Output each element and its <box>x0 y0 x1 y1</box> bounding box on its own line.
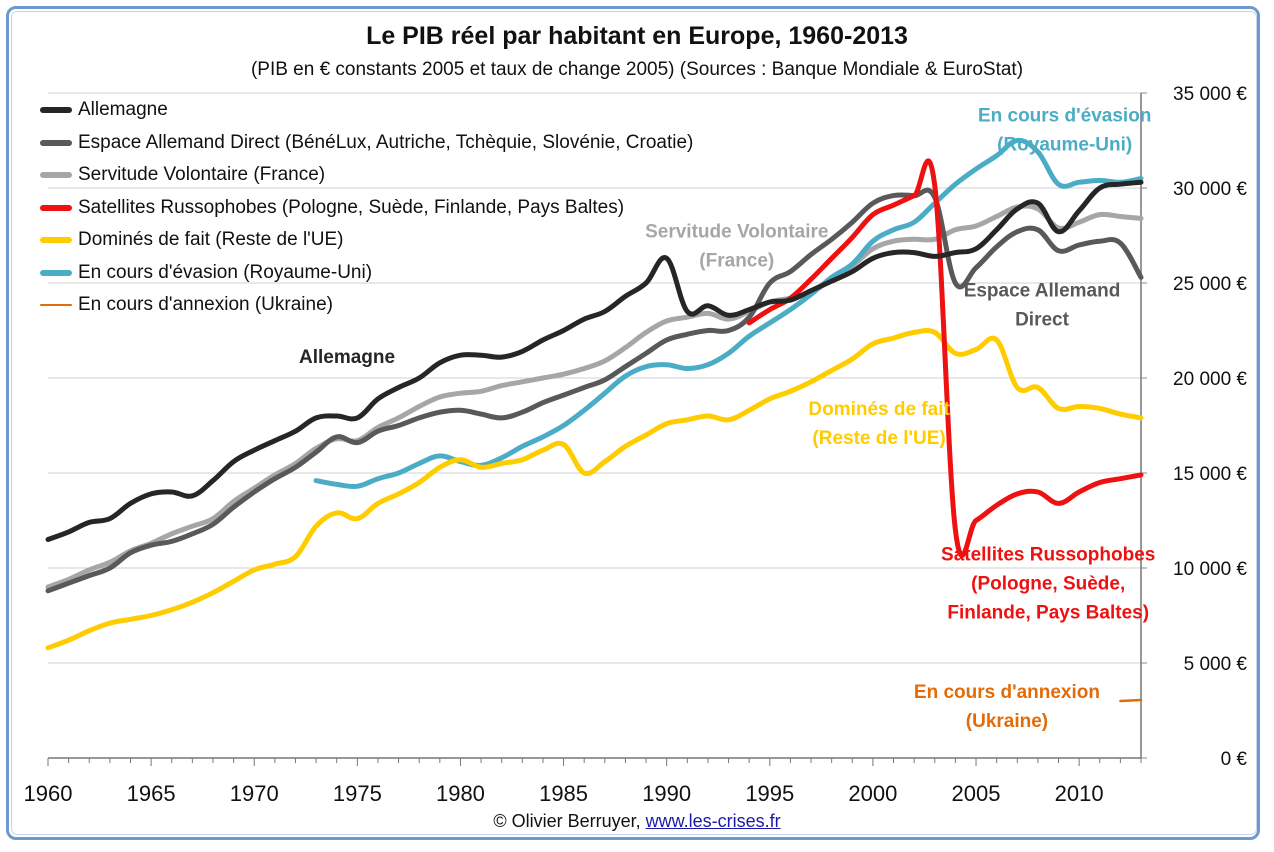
annotation-label: En cours d'annexion <box>914 682 1100 703</box>
legend-item: En cours d'annexion (Ukraine) <box>40 291 333 319</box>
legend-item: Satellites Russophobes (Pologne, Suède, … <box>40 194 624 222</box>
annotation-label: Satellites Russophobes <box>941 544 1155 565</box>
legend-label: Servitude Volontaire (France) <box>78 164 326 185</box>
series-line-1 <box>45 187 1144 594</box>
legend-item: Allemagne <box>40 96 168 124</box>
annotation-label: Espace Allemand <box>964 280 1121 301</box>
x-tick-label: 2005 <box>952 781 1001 806</box>
legend-swatch <box>40 139 72 146</box>
series-line-4 <box>45 327 1144 651</box>
y-tick-label: 5 000 € <box>1184 654 1248 675</box>
legend-swatch <box>40 237 72 243</box>
x-tick-label: 1965 <box>127 781 176 806</box>
legend-label: En cours d'évasion (Royaume-Uni) <box>78 261 373 283</box>
legend-item: En cours d'évasion (Royaume-Uni) <box>40 259 372 287</box>
outer-frame <box>6 6 1260 840</box>
annotation-label: (Ukraine) <box>966 711 1048 732</box>
y-tick-label: 0 € <box>1221 749 1248 770</box>
y-tick-label: 10 000 € <box>1173 559 1247 580</box>
x-tick-label: 1995 <box>745 781 794 806</box>
x-tick-label: 2000 <box>848 781 897 806</box>
x-tick-label: 1970 <box>230 781 279 806</box>
annotation-label: Servitude Volontaire <box>645 221 828 242</box>
x-tick-label: 1975 <box>333 781 382 806</box>
y-tick-label: 25 000 € <box>1173 274 1247 295</box>
legend-swatch <box>40 204 72 211</box>
x-tick-label: 2010 <box>1055 781 1104 806</box>
y-tick-label: 35 000 € <box>1173 84 1247 105</box>
legend-swatch <box>40 172 72 178</box>
series-lines <box>45 137 1144 703</box>
annotation-label: (Royaume-Uni) <box>997 135 1132 156</box>
credit: © Olivier Berruyer, www.les-crises.fr <box>0 811 1274 832</box>
annotation-label: (France) <box>699 250 774 271</box>
y-tick-label: 30 000 € <box>1173 179 1247 200</box>
axes: 0 € 5 000 € 10 000 € 15 000 € 20 000 € 25 000… <box>24 84 1248 806</box>
credit-text: © Olivier Berruyer, <box>493 811 641 831</box>
annotation-label: (Reste de l'UE) <box>812 428 945 449</box>
series-line-2 <box>45 203 1144 590</box>
series-line-3 <box>746 158 1144 558</box>
annotation-label: Allemagne <box>299 347 395 368</box>
annotation-label: Dominés de fait <box>808 399 950 420</box>
series-line-0 <box>45 179 1144 542</box>
credit-link[interactable]: www.les-crises.fr <box>645 811 781 831</box>
y-tick-label: 20 000 € <box>1173 369 1247 390</box>
x-tick-label: 1960 <box>24 781 73 806</box>
annotation-label: Finlande, Pays Baltes) <box>947 602 1149 623</box>
legend-label: Dominés de fait (Reste de l'UE) <box>78 229 344 250</box>
chart-subtitle: (PIB en € constants 2005 et taux de chan… <box>250 59 1024 80</box>
x-tick-label: 1990 <box>642 781 691 806</box>
annotation-label: Direct <box>1015 309 1070 330</box>
annotation-label: En cours d'évasion <box>978 106 1151 127</box>
grid <box>48 92 1141 664</box>
legend-label: Allemagne <box>78 99 168 120</box>
x-tick-label: 1985 <box>539 781 588 806</box>
chart-title: Le PIB réel par habitant en Europe, 1960… <box>366 22 908 50</box>
legend-label: En cours d'annexion (Ukraine) <box>78 294 333 315</box>
annotation-label: (Pologne, Suède, <box>971 573 1125 594</box>
annotations: Allemagne Servitude Volontaire (France) Esp… <box>299 106 1155 733</box>
legend-swatch <box>40 304 72 306</box>
legend-item: Servitude Volontaire (France) <box>40 161 325 189</box>
legend-label: Satellites Russophobes (Pologne, Suède, … <box>78 196 625 218</box>
legend-label: Espace Allemand Direct (BénéLux, Autrich… <box>78 131 694 153</box>
series-line-6 <box>1119 698 1143 703</box>
legend-swatch <box>40 107 72 113</box>
legend-item: Dominés de fait (Reste de l'UE) <box>40 226 344 254</box>
x-tick-label: 1980 <box>436 781 485 806</box>
legend-item: Espace Allemand Direct (BénéLux, Autrich… <box>40 129 693 157</box>
legend-swatch <box>40 269 72 276</box>
inner-frame <box>11 11 1257 835</box>
y-tick-label: 15 000 € <box>1173 464 1247 485</box>
